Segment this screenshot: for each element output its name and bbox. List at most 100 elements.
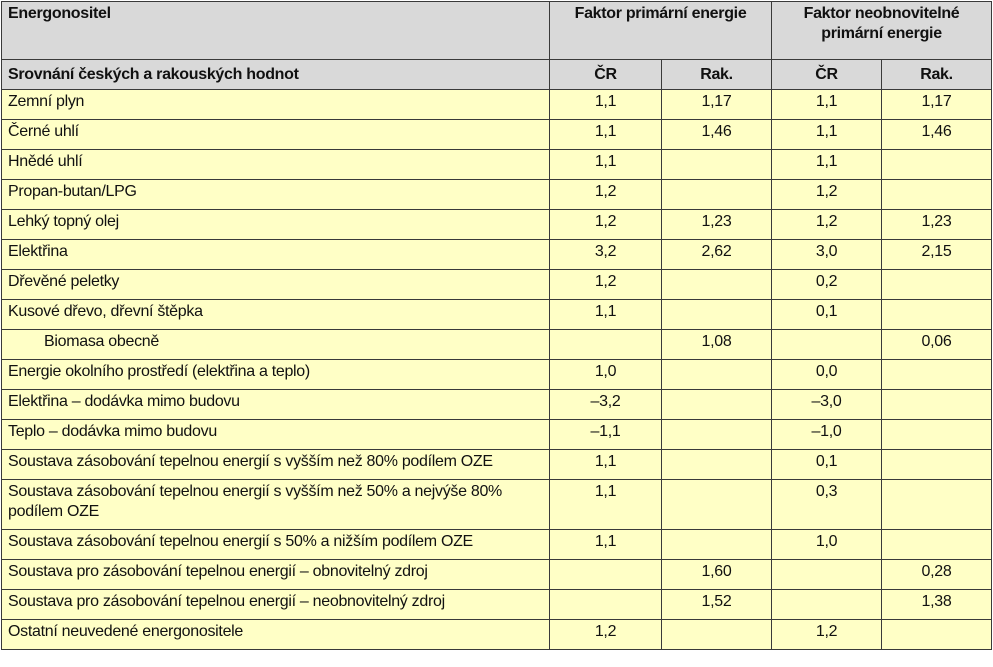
cell-primary-rak	[660, 479, 773, 530]
header-carrier: Energonositel	[1, 1, 550, 60]
cell-nonrenewable-cr: 3,0	[771, 239, 883, 270]
cell-primary-rak	[660, 359, 773, 390]
cell-nonrenewable-cr: 1,1	[771, 119, 883, 150]
cell-nonrenewable-rak: 2,15	[881, 239, 993, 270]
cell-nonrenewable-rak	[881, 149, 993, 180]
table-row: Dřevěné peletky 1,2 0,2	[1, 269, 993, 300]
cell-nonrenewable-cr: 0,0	[771, 359, 883, 390]
header-subtitle: Srovnání českých a rakouských hodnot	[1, 59, 550, 90]
cell-nonrenewable-cr	[771, 589, 883, 620]
row-label: Zemní plyn	[1, 89, 550, 120]
cell-primary-cr: –3,2	[549, 389, 662, 420]
cell-primary-rak	[660, 619, 773, 650]
table-row: Lehký topný olej 1,2 1,23 1,2 1,23	[1, 209, 993, 240]
cell-nonrenewable-rak	[881, 389, 993, 420]
cell-nonrenewable-rak	[881, 269, 993, 300]
table-row: Biomasa obecně 1,08 0,06	[1, 329, 993, 360]
cell-primary-cr: 1,1	[549, 89, 662, 120]
cell-nonrenewable-cr: 1,2	[771, 209, 883, 240]
cell-primary-cr	[549, 559, 662, 590]
cell-primary-cr: –1,1	[549, 419, 662, 450]
header-primary-rak: Rak.	[660, 59, 773, 90]
cell-nonrenewable-rak	[881, 419, 993, 450]
cell-nonrenewable-cr: 0,3	[771, 479, 883, 530]
row-label: Elektřina – dodávka mimo budovu	[1, 389, 550, 420]
row-label: Černé uhlí	[1, 119, 550, 150]
cell-nonrenewable-rak: 0,06	[881, 329, 993, 360]
header-primary-cr: ČR	[549, 59, 662, 90]
cell-nonrenewable-rak: 1,46	[881, 119, 993, 150]
cell-primary-cr: 1,1	[549, 149, 662, 180]
cell-primary-cr: 1,1	[549, 119, 662, 150]
cell-primary-rak	[660, 269, 773, 300]
cell-primary-cr: 1,1	[549, 529, 662, 560]
cell-primary-cr	[549, 329, 662, 360]
cell-primary-cr: 1,2	[549, 209, 662, 240]
cell-nonrenewable-rak	[881, 179, 993, 210]
cell-primary-cr: 1,0	[549, 359, 662, 390]
cell-nonrenewable-cr: 1,2	[771, 179, 883, 210]
cell-nonrenewable-rak	[881, 449, 993, 480]
table-body: Zemní plyn 1,1 1,17 1,1 1,17 Černé uhlí 1,1 1,4…	[1, 89, 993, 650]
cell-primary-rak: 1,52	[660, 589, 773, 620]
cell-primary-rak	[660, 149, 773, 180]
row-label: Kusové dřevo, dřevní štěpka	[1, 299, 550, 330]
cell-nonrenewable-cr: 1,1	[771, 149, 883, 180]
row-label: Soustava zásobování tepelnou energií s v…	[1, 479, 550, 530]
cell-primary-cr: 1,1	[549, 299, 662, 330]
cell-primary-rak: 1,17	[660, 89, 773, 120]
header-nonrenewable-rak: Rak.	[881, 59, 993, 90]
cell-nonrenewable-cr: 1,1	[771, 89, 883, 120]
primary-energy-factor-table: Energonositel Faktor primární energie Fa…	[1, 1, 993, 650]
row-label: Teplo – dodávka mimo budovu	[1, 419, 550, 450]
table-row: Soustava zásobování tepelnou energií s 5…	[1, 529, 993, 560]
row-label: Elektřina	[1, 239, 550, 270]
header-group-nonrenewable: Faktor neobnovitelné primární energie	[771, 1, 993, 60]
cell-nonrenewable-cr: 0,2	[771, 269, 883, 300]
cell-nonrenewable-rak	[881, 299, 993, 330]
cell-nonrenewable-rak: 1,38	[881, 589, 993, 620]
cell-primary-rak	[660, 449, 773, 480]
row-label: Ostatní neuvedené energonositele	[1, 619, 550, 650]
cell-nonrenewable-cr: 0,1	[771, 299, 883, 330]
table-row: Ostatní neuvedené energonositele 1,2 1,2	[1, 619, 993, 650]
table-row: Teplo – dodávka mimo budovu –1,1 –1,0	[1, 419, 993, 450]
cell-primary-rak	[660, 419, 773, 450]
row-label: Hnědé uhlí	[1, 149, 550, 180]
cell-primary-cr: 1,1	[549, 449, 662, 480]
table-row: Kusové dřevo, dřevní štěpka 1,1 0,1	[1, 299, 993, 330]
cell-nonrenewable-cr	[771, 559, 883, 590]
cell-primary-rak: 1,60	[660, 559, 773, 590]
row-label: Soustava pro zásobování tepelnou energií…	[1, 559, 550, 590]
cell-nonrenewable-rak	[881, 619, 993, 650]
cell-nonrenewable-rak	[881, 529, 993, 560]
row-label: Propan-butan/LPG	[1, 179, 550, 210]
table-row: Hnědé uhlí 1,1 1,1	[1, 149, 993, 180]
cell-primary-cr: 1,1	[549, 479, 662, 530]
table-row: Propan-butan/LPG 1,2 1,2	[1, 179, 993, 210]
cell-primary-cr: 1,2	[549, 179, 662, 210]
cell-nonrenewable-rak	[881, 479, 993, 530]
cell-primary-rak: 1,46	[660, 119, 773, 150]
cell-primary-rak	[660, 529, 773, 560]
row-label: Soustava zásobování tepelnou energií s v…	[1, 449, 550, 480]
table-row: Soustava pro zásobování tepelnou energií…	[1, 589, 993, 620]
table-row: Soustava zásobování tepelnou energií s v…	[1, 449, 993, 480]
cell-primary-rak	[660, 299, 773, 330]
cell-primary-cr: 1,2	[549, 269, 662, 300]
cell-primary-rak: 2,62	[660, 239, 773, 270]
cell-nonrenewable-rak: 1,23	[881, 209, 993, 240]
row-label: Lehký topný olej	[1, 209, 550, 240]
table-row: Soustava zásobování tepelnou energií s v…	[1, 479, 993, 530]
cell-nonrenewable-cr: –1,0	[771, 419, 883, 450]
cell-nonrenewable-rak: 0,28	[881, 559, 993, 590]
header-group-primary: Faktor primární energie	[548, 1, 773, 60]
row-label: Dřevěné peletky	[1, 269, 550, 300]
table-row: Elektřina 3,2 2,62 3,0 2,15	[1, 239, 993, 270]
cell-primary-rak	[660, 389, 773, 420]
row-label: Energie okolního prostředí (elektřina a …	[1, 359, 550, 390]
row-label: Soustava zásobování tepelnou energií s 5…	[1, 529, 550, 560]
cell-primary-rak	[660, 179, 773, 210]
cell-nonrenewable-cr: 1,2	[771, 619, 883, 650]
